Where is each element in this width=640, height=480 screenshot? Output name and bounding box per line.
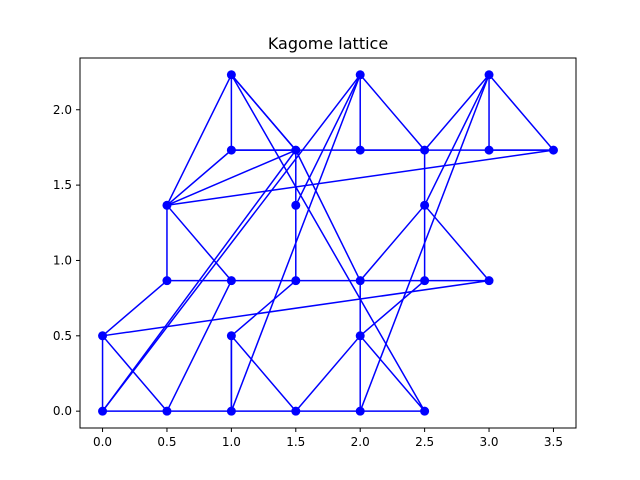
series-line-12	[295, 335, 361, 412]
lattice-point	[355, 331, 365, 341]
x-tick-label: 3.5	[544, 435, 563, 449]
lattice-point	[420, 200, 430, 210]
y-axis-ticks: 0.0 0.5 1.0 1.5 2.0	[53, 103, 80, 418]
lattice-point	[291, 276, 301, 286]
lattice-point	[420, 406, 430, 416]
lattice-point	[484, 70, 494, 80]
series-line-7	[230, 74, 361, 337]
lattice-point	[162, 406, 172, 416]
lattice-point	[98, 406, 108, 416]
lattice-point	[226, 331, 236, 341]
lattice-point	[226, 70, 236, 80]
series-line-8	[230, 74, 361, 412]
lattice-point	[355, 406, 365, 416]
lattice-point	[226, 406, 236, 416]
series-line-15	[101, 149, 297, 412]
lattice-point	[484, 145, 494, 155]
chart-title: Kagome lattice	[268, 34, 388, 53]
y-tick-label: 2.0	[53, 103, 72, 117]
x-tick-label: 1.5	[286, 435, 305, 449]
y-tick-label: 0.5	[53, 329, 72, 343]
lattice-point	[291, 200, 301, 210]
lattice-point	[291, 145, 301, 155]
series-line-2	[102, 279, 490, 337]
y-tick-label: 1.5	[53, 178, 72, 192]
lattice-point	[420, 145, 430, 155]
lattice-point	[355, 276, 365, 286]
lattice-point	[98, 331, 108, 341]
lattice-point	[355, 145, 365, 155]
lattice-point	[484, 276, 494, 286]
marker-layer	[98, 70, 558, 416]
lattice-point	[162, 276, 172, 286]
lattice-point	[355, 70, 365, 80]
x-tick-label: 0.5	[157, 435, 176, 449]
lattice-point	[548, 145, 558, 155]
x-tick-label: 2.0	[351, 435, 370, 449]
x-axis-ticks: 0.0 0.5 1.0 1.5 2.0 2.5 3.0 3.5	[93, 428, 563, 449]
y-tick-label: 0.0	[53, 404, 72, 418]
series-line-14	[166, 149, 297, 206]
lattice-point	[291, 406, 301, 416]
lattice-point	[226, 145, 236, 155]
series-line-11	[359, 74, 490, 412]
lattice-point	[420, 276, 430, 286]
x-tick-label: 1.0	[222, 435, 241, 449]
y-tick-label: 1.0	[53, 253, 72, 267]
lattice-point	[226, 276, 236, 286]
series-line-13	[295, 149, 361, 281]
x-tick-label: 2.5	[415, 435, 434, 449]
lattice-point	[162, 200, 172, 210]
x-tick-label: 0.0	[93, 435, 112, 449]
x-tick-label: 3.0	[479, 435, 498, 449]
plot-area-frame	[79, 57, 577, 429]
